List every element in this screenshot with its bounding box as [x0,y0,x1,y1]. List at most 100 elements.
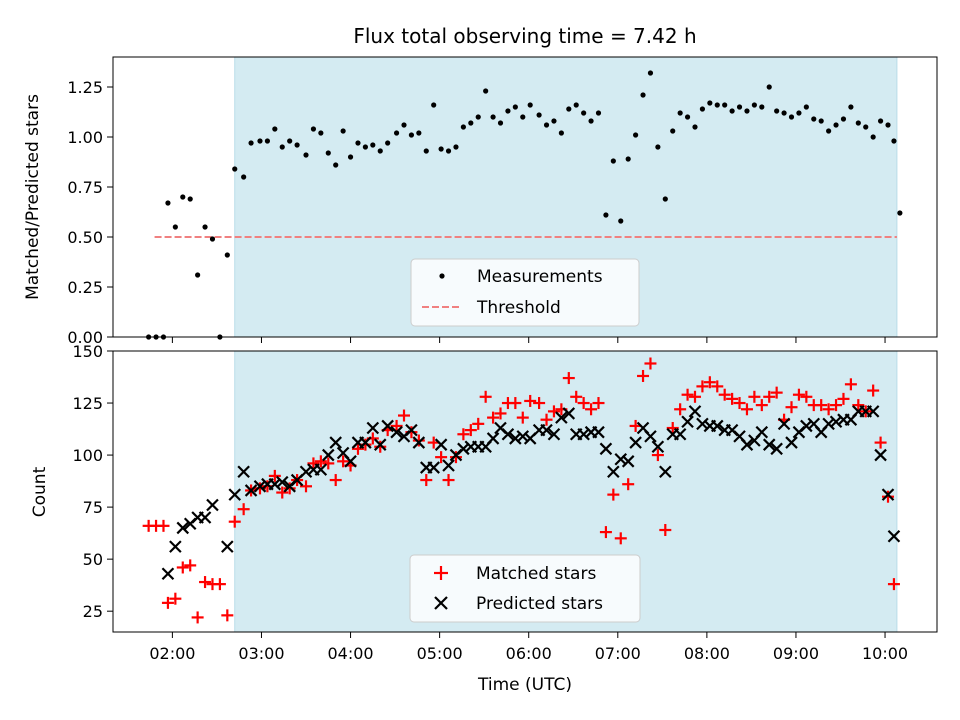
measurement-point [826,128,832,134]
measurement-point [287,138,293,144]
predicted-star-point [785,436,798,449]
predicted-star-point [547,427,561,441]
bottom-plot-frame [112,350,938,633]
top-legend-box [410,258,640,327]
x-tick-label: 05:00 [417,644,463,663]
measurement-point [581,110,587,116]
measurement-point [707,100,713,106]
measurement-point [536,112,542,118]
measurement-point [303,152,309,158]
measurement-point [729,108,735,114]
matched-star-point [221,609,234,622]
measurement-point [625,156,631,162]
measurement-point [588,118,594,124]
predicted-star-point [228,488,242,501]
matched-star-point [830,399,843,412]
matched-star-point [540,413,553,426]
predicted-star-point [509,432,522,445]
measurement-point [618,218,624,224]
predicted-star-point [800,419,813,433]
predicted-star-point [562,407,576,420]
x-axis-label: Time (UTC) [477,675,572,695]
predicted-star-point [322,448,335,462]
matched-star-point [464,424,477,437]
matched-star-point [785,401,798,414]
matched-star-point [457,428,470,441]
matched-star-point [191,611,204,624]
measurement-point [840,116,847,122]
measurement-point [232,166,238,172]
predicted-star-point [592,425,605,439]
matched-star-point [329,474,342,487]
top-y-axis: 0.00 0.25 0.50 0.75 1.00 1.25 [67,78,113,347]
matched-star-point [718,388,731,401]
matched-star-point [740,403,753,416]
top-measurement-points [146,70,903,340]
x-tick-label: 08:00 [684,644,730,663]
x-tick-label: 09:00 [773,644,819,663]
measurement-point [370,142,376,148]
bottom-panel: 25 50 75 100 125 150 02:00 03:00 04:00 05:00 06:0… [30,342,938,695]
matched-star-point [614,532,627,545]
measurement-point [180,194,186,200]
predicted-stars-points [161,405,901,580]
matched-star-point [644,357,657,370]
legend-matched-marker [434,566,448,580]
matched-star-point [770,386,783,399]
matched-star-point [622,478,635,491]
legend-measurements-marker [439,273,445,279]
matched-stars-points [142,357,900,624]
matched-star-point [435,451,448,464]
matched-star-point [479,390,492,403]
matched-star-point [487,411,500,424]
measurement-point [855,120,861,126]
predicted-star-point [206,498,219,512]
x-tick-label: 04:00 [327,644,373,663]
measurement-point [362,144,368,150]
matched-star-point [792,388,805,401]
top-y-tick-label: 0.25 [67,278,103,297]
predicted-star-point [829,415,843,429]
measurement-point [573,102,579,108]
predicted-star-point [169,540,182,553]
measurement-point [202,224,208,230]
matched-star-point [696,380,709,393]
matched-star-point [815,399,828,412]
bottom-legend-box [409,554,641,623]
measurement-point [566,106,572,112]
measurement-point [325,150,331,156]
measurement-point [818,118,824,124]
measurement-point [640,92,646,98]
matched-star-point [176,561,189,574]
matched-star-point [570,390,583,403]
matched-star-point [420,474,433,487]
predicted-star-point [607,465,620,479]
top-panel: Flux total observing time = 7.42 h 0.000… [23,24,938,347]
predicted-star-point [540,423,553,437]
measurement-point [347,154,354,160]
measurement-point [490,114,496,120]
measurement-point [803,104,809,110]
measurement-point [385,140,391,146]
top-plot-frame [112,56,938,338]
matched-star-point [726,392,739,405]
matched-star-point [651,449,664,462]
predicted-star-point [881,488,895,501]
predicted-star-point [359,436,372,449]
measurement-point [655,144,661,150]
matched-star-point [800,390,813,403]
measurement-point [877,118,884,124]
predicted-star-point [344,455,357,468]
predicted-star-point [275,475,289,489]
matched-star-point [449,451,462,464]
matched-star-point [237,503,250,516]
predicted-star-point [244,484,258,497]
measurement-point [774,108,780,114]
matched-star-point [397,409,410,422]
predicted-star-point [755,425,769,439]
measurement-point [684,114,691,120]
measurement-point [751,102,757,108]
bottom-x-axis: 02:00 03:00 04:00 05:00 06:00 07:00 08:00 09:00… [149,632,908,663]
predicted-star-point [405,423,418,437]
matched-star-point [852,399,865,412]
